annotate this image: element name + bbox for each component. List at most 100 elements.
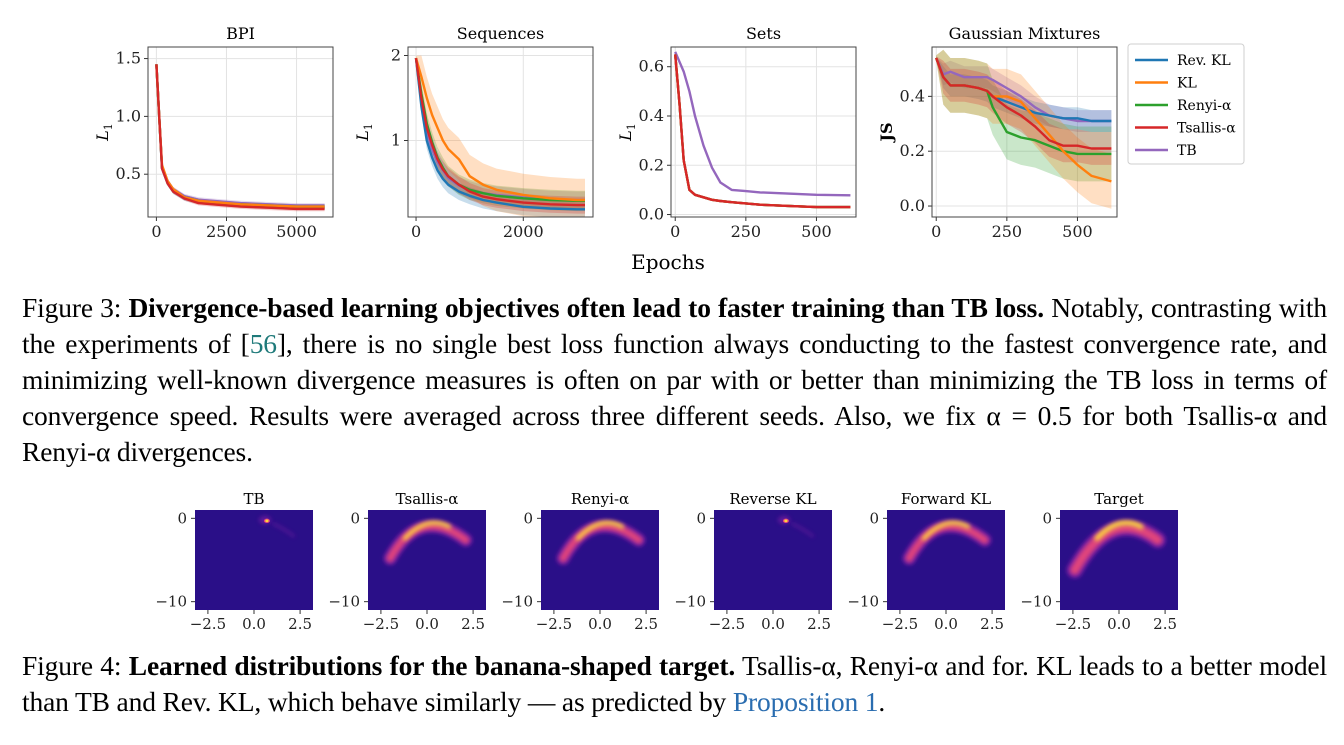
density-core bbox=[1094, 520, 1144, 541]
density-mid bbox=[1070, 523, 1163, 575]
x-tick-label: −2.5 bbox=[190, 615, 226, 633]
y-tick-label: 0.4 bbox=[900, 86, 925, 105]
x-tick-label: 2.5 bbox=[288, 615, 312, 633]
x-tick-label: 2000 bbox=[503, 222, 544, 241]
heatmap-tb: TB 0 −10−2.5 0.0 2.5 bbox=[155, 490, 313, 633]
x-tick-label: 2.5 bbox=[980, 615, 1004, 633]
y-tick-label: −10 bbox=[155, 593, 187, 611]
density-peak bbox=[784, 519, 788, 523]
y-axis-label: L1 bbox=[353, 123, 375, 142]
density-core bbox=[921, 520, 971, 541]
figure-4-label: Figure 4: bbox=[22, 650, 122, 681]
x-tick-label: 250 bbox=[992, 222, 1023, 241]
y-tick-label: −10 bbox=[501, 593, 533, 611]
x-tick-label: 2.5 bbox=[1153, 615, 1177, 633]
chart-title: Sequences bbox=[457, 24, 544, 43]
line-tsallis-alpha bbox=[674, 54, 851, 209]
line-tsallis-alpha bbox=[935, 57, 1112, 150]
x-tick-label: −2.5 bbox=[1055, 615, 1091, 633]
heatmap-title: Tsallis-α bbox=[396, 490, 459, 508]
legend-item-kl: KL bbox=[1135, 76, 1197, 92]
series-group bbox=[935, 49, 1112, 209]
density-core bbox=[402, 520, 452, 541]
band-renyi-alpha bbox=[936, 49, 1112, 182]
series-group bbox=[155, 64, 325, 212]
x-tick-label: −2.5 bbox=[709, 615, 745, 633]
figure-3-caption-text: Notably, contrasting with the experiment… bbox=[22, 292, 1327, 359]
y-label-subscript: 1 bbox=[102, 123, 115, 130]
density-mid bbox=[559, 522, 643, 562]
legend-label: KL bbox=[1177, 76, 1197, 92]
y-tick-label: 0.4 bbox=[639, 106, 664, 125]
x-tick-label: 0.0 bbox=[1107, 615, 1131, 633]
legend-label: Renyi-α bbox=[1177, 98, 1232, 114]
x-tick-label: 0 bbox=[151, 222, 161, 241]
chart-title: Sets bbox=[746, 24, 781, 43]
legend-frame bbox=[1127, 43, 1245, 165]
figure-4-caption-text: Tsallis-α, Renyi-α and for. KL leads to … bbox=[22, 650, 1327, 717]
y-tick-label: 0 bbox=[869, 509, 879, 527]
y-tick-label: −10 bbox=[847, 593, 879, 611]
x-tick-label: 2500 bbox=[206, 222, 247, 241]
figure-3-label: Figure 3: bbox=[22, 292, 122, 323]
y-tick-label: 0 bbox=[1042, 509, 1052, 527]
legend-item-rev-kl: Rev. KL bbox=[1135, 53, 1231, 69]
heatmap-tsallis-alpha: Tsallis-α 0 −10−2.5 0.0 2.5 bbox=[328, 490, 486, 633]
heatmap-title: Forward KL bbox=[901, 490, 991, 508]
legend-item-tsallis-alpha: Tsallis-α bbox=[1135, 121, 1236, 137]
y-tick-label: 0.2 bbox=[639, 155, 664, 174]
proposition-link[interactable]: Proposition 1 bbox=[732, 686, 879, 717]
shared-x-axis-label: Epochs bbox=[631, 250, 705, 274]
chart-title: BPI bbox=[226, 24, 255, 43]
figure-4-caption-title: Learned distributions for the banana-sha… bbox=[128, 650, 736, 681]
density bbox=[259, 516, 296, 538]
density-tail bbox=[791, 522, 815, 538]
citation-link[interactable]: 56 bbox=[249, 328, 277, 359]
density bbox=[383, 519, 473, 565]
y-axis-label: JS bbox=[877, 122, 896, 143]
y-tick-label: −10 bbox=[1020, 593, 1052, 611]
heatmap-background bbox=[195, 510, 313, 610]
plot-frame bbox=[931, 46, 1118, 218]
x-tick-label: 2.5 bbox=[634, 615, 658, 633]
legend-label: TB bbox=[1177, 143, 1197, 159]
band-rev-kl bbox=[936, 56, 1112, 132]
y-tick-label: −10 bbox=[674, 593, 706, 611]
y-tick-label: 0 bbox=[350, 509, 360, 527]
legend-item-renyi-alpha: Renyi-α bbox=[1135, 98, 1232, 114]
x-tick-label: 0.0 bbox=[415, 615, 439, 633]
x-tick-label: 0.0 bbox=[242, 615, 266, 633]
y-tick-label: 1.5 bbox=[116, 49, 141, 68]
line-tb bbox=[674, 51, 851, 197]
x-tick-label: 2.5 bbox=[807, 615, 831, 633]
y-tick-label: 0 bbox=[177, 509, 187, 527]
x-tick-label: −2.5 bbox=[536, 615, 572, 633]
line-kl bbox=[414, 57, 585, 202]
density-core bbox=[575, 520, 625, 541]
x-tick-label: 0.0 bbox=[588, 615, 612, 633]
y-axis-label: L1 bbox=[93, 123, 115, 142]
x-tick-label: 0 bbox=[670, 222, 680, 241]
x-tick-label: 500 bbox=[801, 222, 832, 241]
band-tb bbox=[936, 56, 1112, 132]
line-tsallis-alpha bbox=[414, 57, 585, 207]
line-tsallis-alpha bbox=[155, 64, 325, 211]
chart-sets: 0 250 500 0.0 0.2 0.4 0.6 Sets L1 bbox=[616, 24, 857, 241]
band-tb bbox=[416, 57, 585, 209]
band-renyi-alpha bbox=[416, 57, 585, 212]
plot-frame bbox=[147, 46, 334, 218]
y-label-letter: L bbox=[93, 130, 112, 142]
heatmap-forward-kl: Forward KL 0 −10−2.5 0.0 2.5 bbox=[847, 490, 1005, 633]
density bbox=[778, 516, 815, 538]
legend-label: Tsallis-α bbox=[1177, 121, 1236, 137]
heatmap-background bbox=[714, 510, 832, 610]
plot-area bbox=[671, 47, 856, 217]
x-tick-label: −2.5 bbox=[882, 615, 918, 633]
heatmap-reverse-kl: Reverse KL 0 −10−2.5 0.0 2.5 bbox=[674, 490, 832, 633]
line-tb bbox=[935, 57, 1112, 123]
band-kl bbox=[416, 55, 585, 217]
y-tick-label: 0 bbox=[696, 509, 706, 527]
density-tail bbox=[272, 522, 296, 538]
